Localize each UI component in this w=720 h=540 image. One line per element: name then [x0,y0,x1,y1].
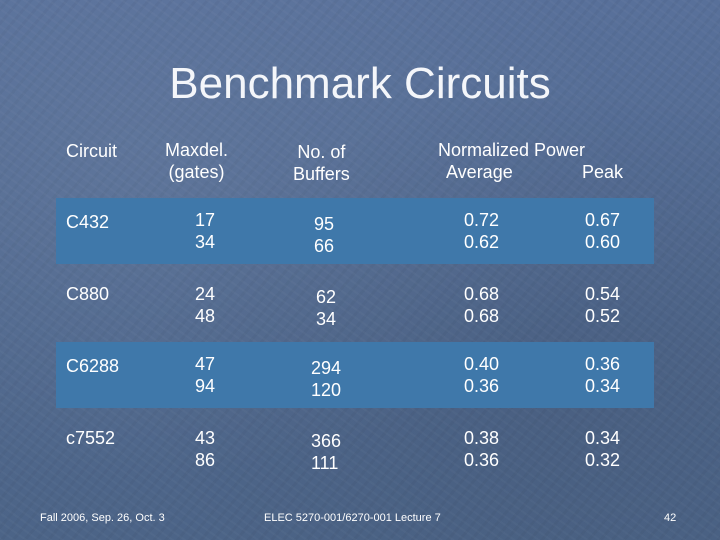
footer-date: Fall 2006, Sep. 26, Oct. 3 [40,512,165,524]
header-buffers: No. of Buffers [293,142,350,184]
row-band-3 [56,342,654,408]
header-maxdel: Maxdel. (gates) [165,140,229,182]
row-average: 0.40 0.36 [464,354,500,396]
row-average: 0.38 0.36 [464,428,500,470]
row-maxdel: 17 34 [195,210,216,252]
header-power-average: Average [446,162,513,182]
row-buffers: 294 120 [311,358,342,400]
row-peak: 0.36 0.34 [585,354,621,396]
row-band-1 [56,198,654,264]
row-buffers: 62 34 [316,287,337,329]
row-circuit: C6288 [66,356,120,376]
row-peak: 0.67 0.60 [585,210,621,252]
row-circuit: C880 [66,284,110,304]
row-maxdel: 24 48 [195,284,216,326]
header-power-peak: Peak [582,162,624,182]
slide-title: Benchmark Circuits [169,59,551,108]
row-average: 0.72 0.62 [464,210,500,252]
row-maxdel: 43 86 [195,428,216,470]
row-average: 0.68 0.68 [464,284,500,326]
row-circuit: C432 [66,212,110,232]
row-peak: 0.34 0.32 [585,428,621,470]
row-peak: 0.54 0.52 [585,284,621,326]
footer-page-number: 42 [664,512,677,524]
header-circuit: Circuit [66,141,118,161]
row-buffers: 366 111 [311,431,342,473]
footer-course: ELEC 5270-001/6270-001 Lecture 7 [264,512,441,524]
row-buffers: 95 66 [314,214,335,256]
header-power: Normalized Power [438,140,586,160]
row-maxdel: 47 94 [195,354,216,396]
row-circuit: c7552 [66,428,116,448]
